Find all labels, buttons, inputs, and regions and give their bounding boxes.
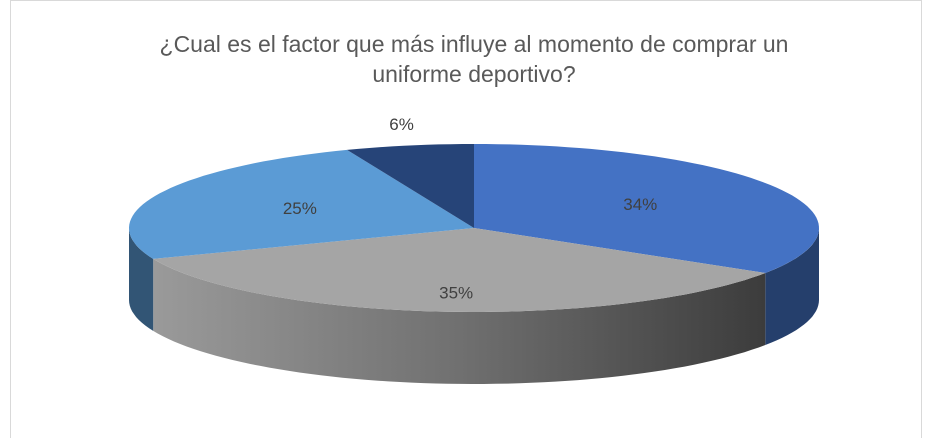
data-label: 35% bbox=[439, 283, 473, 302]
chart-title: uniforme deportivo? bbox=[372, 61, 575, 87]
data-label: 25% bbox=[283, 199, 317, 218]
slice-side bbox=[129, 228, 154, 331]
slice bbox=[153, 228, 766, 312]
slice bbox=[474, 144, 819, 273]
slice-side bbox=[153, 258, 766, 384]
data-label: 34% bbox=[623, 195, 657, 214]
chart-title: ¿Cual es el factor que más influye al mo… bbox=[160, 31, 789, 57]
slice bbox=[347, 144, 474, 228]
slice-side bbox=[765, 228, 819, 345]
data-label: 6% bbox=[389, 115, 414, 134]
slice bbox=[129, 149, 474, 259]
